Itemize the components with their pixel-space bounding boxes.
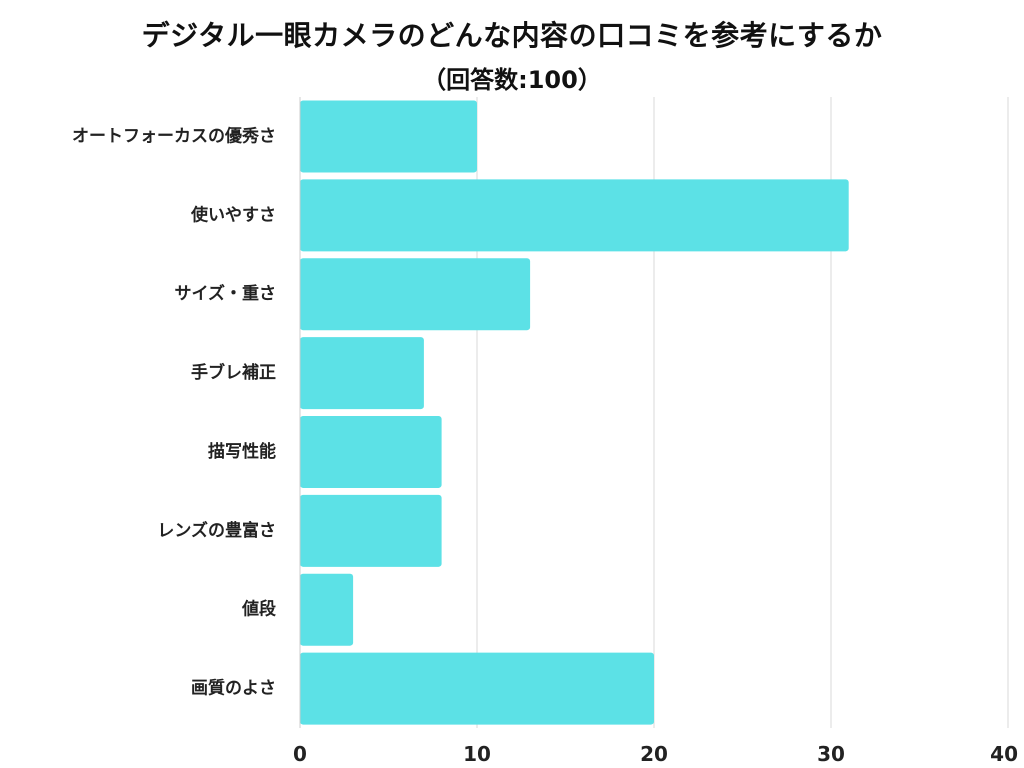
category-label: レンズの豊富さ [157, 520, 276, 541]
bar [300, 494, 442, 567]
bar [300, 573, 354, 646]
bar [300, 179, 849, 252]
bar [300, 415, 442, 488]
category-label: 使いやすさ [190, 204, 276, 225]
category-label: 値段 [241, 599, 276, 620]
category-label: 画質のよさ [191, 678, 276, 699]
chart-subtitle: （回答数:100） [422, 66, 602, 94]
chart-title: デジタル一眼カメラのどんな内容の口コミを参考にするか [141, 19, 883, 52]
x-tick-label: 20 [640, 742, 668, 766]
category-label: サイズ・重さ [175, 283, 277, 304]
category-label: オートフォーカスの優秀さ [72, 125, 276, 146]
x-tick-label: 10 [463, 742, 491, 766]
bar [300, 652, 654, 725]
bar [300, 258, 531, 331]
bar [300, 100, 477, 173]
x-tick-label: 40 [990, 742, 1018, 766]
category-label: 手ブレ補正 [191, 362, 276, 383]
x-tick-label: 0 [293, 742, 307, 766]
category-label: 描写性能 [208, 441, 276, 462]
bar [300, 337, 424, 410]
x-tick-label: 30 [817, 742, 845, 766]
